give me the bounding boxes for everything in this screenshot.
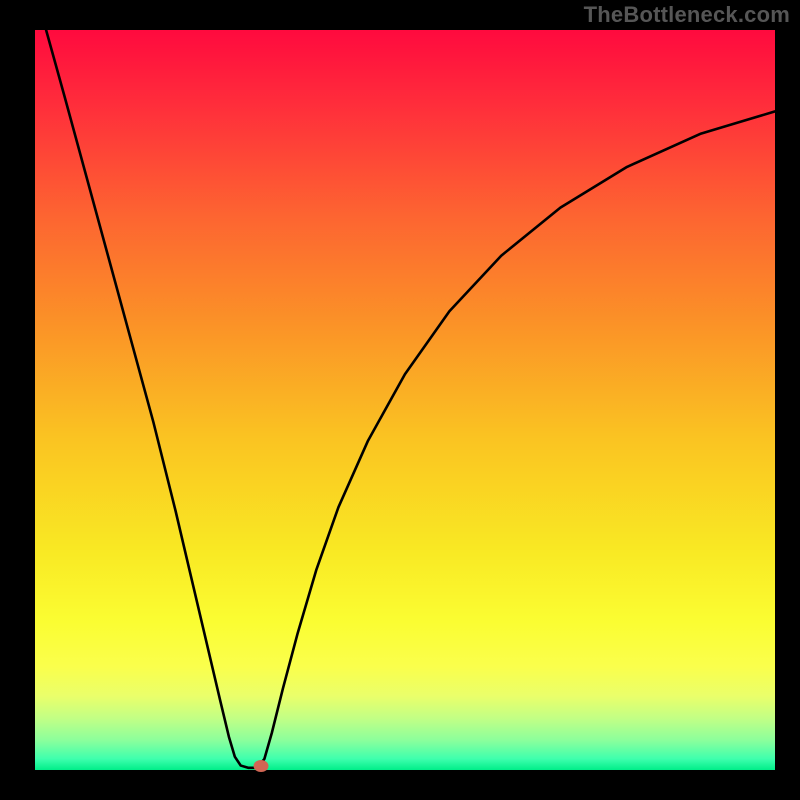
plot-area (35, 30, 775, 770)
optimum-marker (253, 760, 268, 772)
curve-path (46, 30, 775, 768)
watermark-text: TheBottleneck.com (584, 2, 790, 28)
bottleneck-curve (35, 30, 775, 770)
chart-frame: TheBottleneck.com (0, 0, 800, 800)
